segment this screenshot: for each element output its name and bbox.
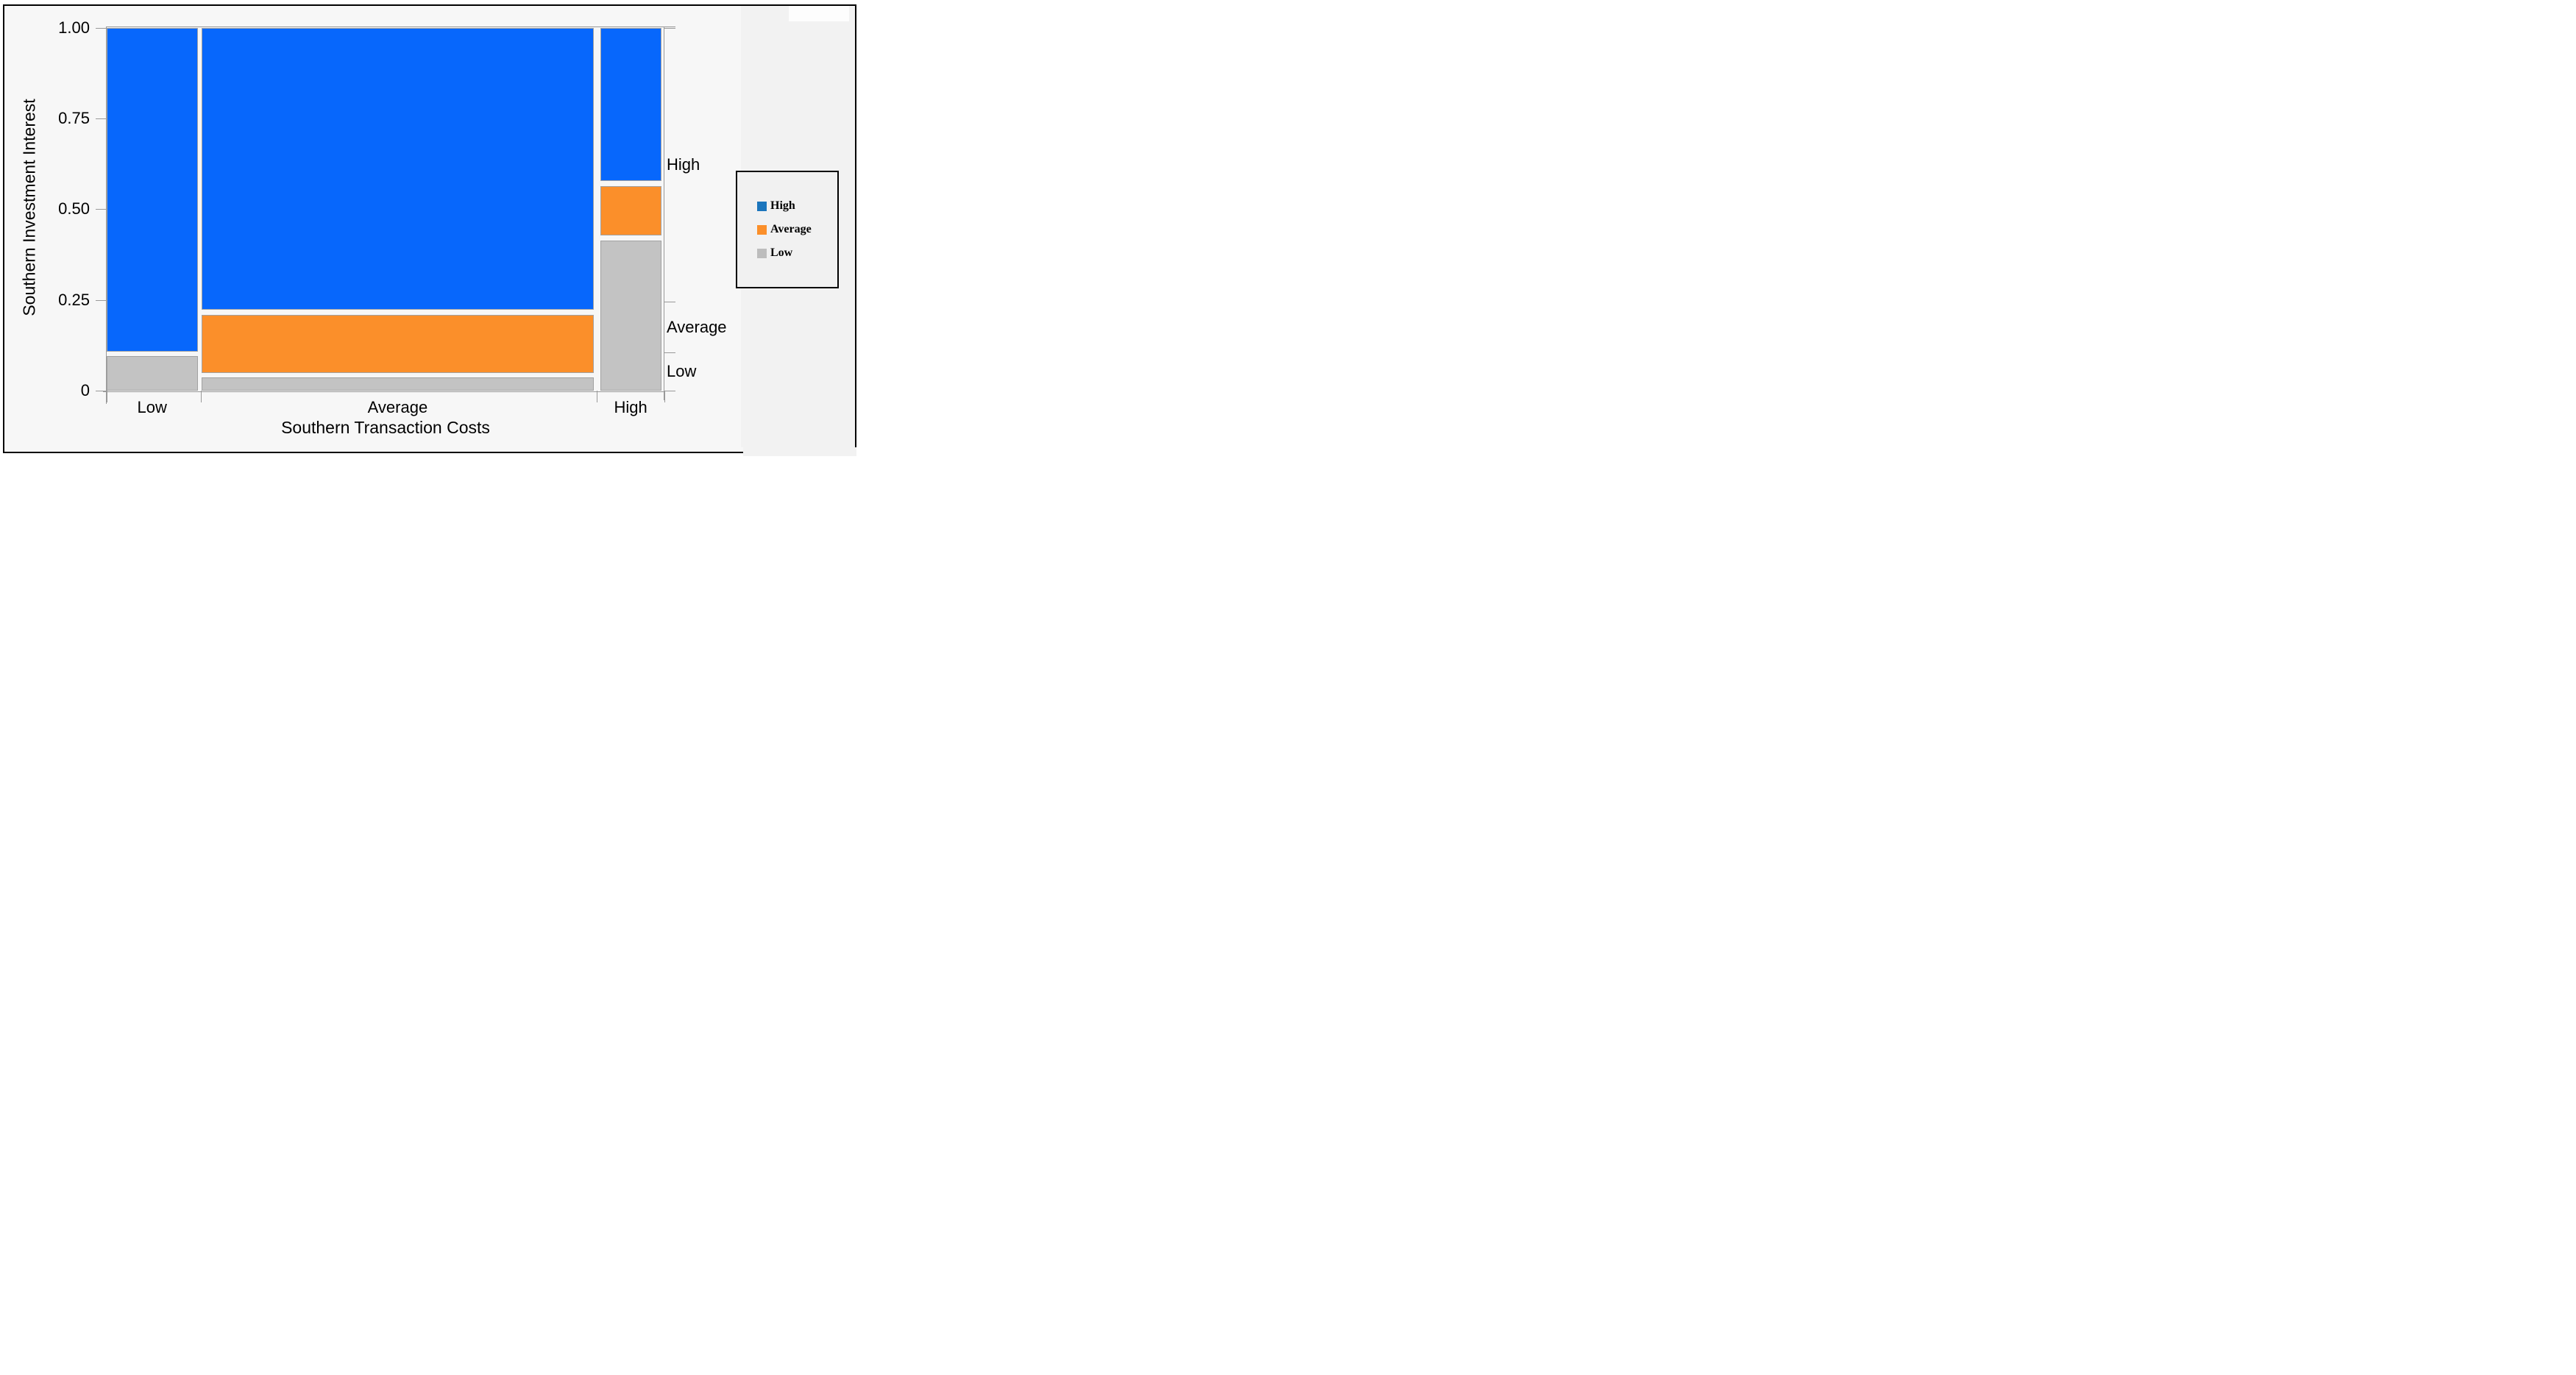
mosaic-segment-low-low[interactable] [106,355,198,391]
legend-swatch-icon [757,224,767,235]
mosaic-segment-high-low[interactable] [600,240,661,391]
bottom-right-border-gap [743,447,856,456]
right-axis-label-high: High [667,155,700,174]
legend: High Average Low [736,171,839,288]
right-axis-label-low: Low [667,362,697,381]
mosaic-segment-high-average[interactable] [600,186,661,235]
x-axis-line [103,391,665,392]
mosaic-segment-average-average[interactable] [202,314,594,373]
right-axis-tick [664,352,675,354]
top-frame-line [106,26,675,27]
legend-item-average[interactable]: Average [757,223,837,236]
y-axis-tick [96,299,107,301]
legend-swatch-icon [757,201,767,211]
y-axis-tick-label: 0.50 [58,199,90,218]
mosaic-segment-high-high[interactable] [600,27,661,181]
y-axis-tick-label: 0.75 [58,109,90,128]
y-axis-tick [96,209,107,210]
legend-item-label: High [770,199,795,212]
plot-area: 1.00 0.75 0.50 0.25 0 High Average Low Low Averag… [0,0,859,458]
right-axis-label-average: Average [667,317,727,336]
legend-item-high[interactable]: High [757,199,837,213]
y-axis-tick-label: 0 [80,381,90,399]
x-category-label-average: Average [367,398,428,416]
y-axis-tick-label: 0.25 [58,290,90,309]
x-category-label-low: Low [137,398,167,416]
legend-item-label: Average [770,223,812,235]
y-axis-tick [96,118,107,120]
right-axis-tick [664,27,675,29]
mosaic-segment-average-low[interactable] [202,377,594,391]
mosaic-chart-figure: 1.00 0.75 0.50 0.25 0 High Average Low Low Averag… [0,0,859,458]
legend-item-low[interactable]: Low [757,246,837,260]
legend-swatch-icon [757,248,767,258]
x-axis-title: Southern Transaction Costs [281,418,490,437]
y-axis-tick [96,27,107,29]
x-axis-tick [664,391,665,402]
y-axis-title: Southern Investment Interest [19,99,39,316]
mosaic-segment-average-high[interactable] [202,27,594,310]
legend-item-label: Low [770,246,793,259]
y-axis-line [106,27,107,404]
mosaic-segment-low-high[interactable] [106,27,198,352]
y-axis-tick-label: 1.00 [58,18,90,37]
x-category-label-high: High [614,398,647,416]
top-right-white-strip [789,6,849,21]
x-axis-tick [200,391,202,402]
